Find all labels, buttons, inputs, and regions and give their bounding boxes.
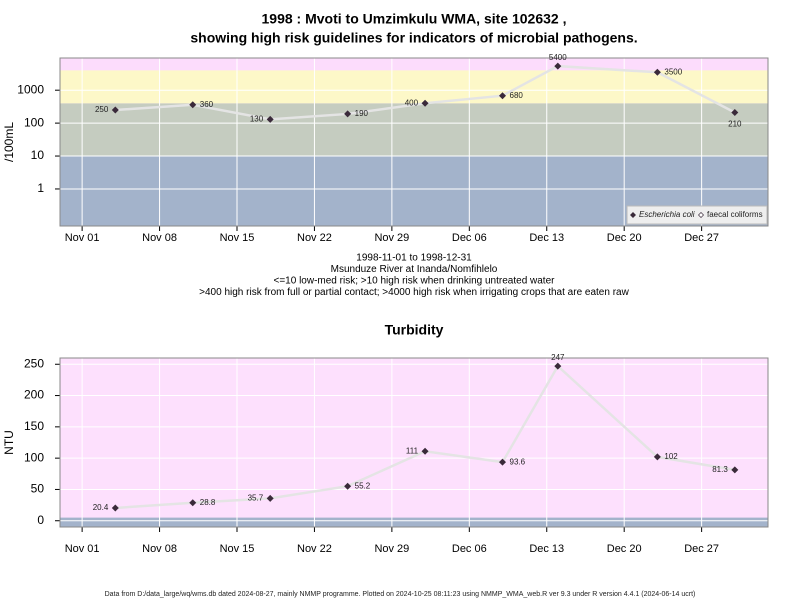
x-tick-label: Dec 27: [684, 543, 719, 555]
data-point: [554, 62, 562, 70]
risk-band: [60, 103, 768, 157]
plot-frame: [59, 57, 769, 227]
value-label: 210: [728, 120, 742, 129]
value-label: 5400: [549, 53, 567, 62]
x-tick-label: Dec 27: [684, 232, 719, 244]
value-label: 130: [250, 114, 264, 123]
x-tick-label: Nov 15: [220, 543, 255, 555]
data-point: [499, 458, 506, 466]
value-label: 35.7: [248, 494, 264, 503]
x-tick-label: Dec 20: [607, 543, 642, 555]
x-tick-label: Nov 08: [142, 543, 177, 555]
y-tick-label: 100: [24, 450, 44, 464]
x-tick-label: Nov 08: [142, 232, 177, 244]
x-tick-label: Nov 22: [297, 232, 332, 244]
data-point: [653, 453, 661, 461]
subtitle: 1998-11-01 to 1998-12-31: [356, 253, 472, 264]
legend-label: faecal coliforms: [707, 210, 763, 219]
chart-title: Turbidity: [385, 322, 444, 338]
value-label: 93.6: [510, 457, 526, 466]
value-label: 102: [664, 452, 678, 461]
data-point: [499, 92, 506, 100]
x-tick-label: Nov 29: [374, 543, 409, 555]
value-label: 360: [200, 100, 214, 109]
data-point: [554, 362, 562, 370]
y-tick-label: 100: [24, 115, 44, 129]
y-tick-label: 50: [31, 482, 45, 496]
value-label: 247: [551, 353, 565, 362]
value-label: 680: [510, 91, 524, 100]
data-point: [111, 504, 119, 512]
subtitle: <=10 low-med risk; >10 high risk when dr…: [274, 276, 556, 287]
footer: Data from D:/data_large/wq/wms.db dated …: [105, 591, 696, 598]
y-axis-label: NTU: [2, 430, 16, 455]
value-label: 81.3: [712, 465, 728, 474]
value-label: 250: [95, 105, 109, 114]
data-point: [731, 466, 739, 474]
x-tick-label: Dec 13: [529, 232, 564, 244]
x-tick-label: Nov 15: [220, 232, 255, 244]
x-tick-label: Nov 22: [297, 543, 332, 555]
chart-title: 1998 : Mvoti to Umzimkulu WMA, site 1026…: [262, 11, 567, 27]
data-point: [111, 106, 119, 114]
x-tick-label: Dec 20: [607, 232, 642, 244]
x-tick-label: Nov 29: [374, 232, 409, 244]
chart-title: showing high risk guidelines for indicat…: [190, 30, 637, 46]
value-label: 28.8: [200, 498, 216, 507]
data-point: [189, 101, 197, 109]
legend-marker: [698, 212, 704, 218]
value-label: 55.2: [355, 481, 371, 490]
value-label: 111: [406, 446, 419, 455]
legend-box: [626, 205, 768, 225]
data-point: [653, 68, 661, 76]
subtitle: >400 high risk from full or partial cont…: [199, 287, 629, 298]
data-point: [731, 109, 739, 117]
legend-marker: [630, 212, 636, 218]
x-tick-label: Dec 13: [529, 543, 564, 555]
value-label: 400: [405, 98, 419, 107]
x-tick-label: Dec 06: [452, 232, 487, 244]
y-tick-label: 1000: [17, 82, 44, 96]
y-tick-label: 250: [24, 356, 44, 370]
data-point: [266, 494, 274, 502]
data-point: [344, 482, 352, 490]
data-point: [189, 499, 197, 507]
y-axis-label: /100mL: [2, 122, 16, 162]
x-tick-label: Nov 01: [65, 232, 100, 244]
y-tick-label: 1: [37, 181, 44, 195]
y-tick-label: 0: [37, 513, 44, 527]
value-label: 3500: [664, 67, 682, 76]
x-tick-label: Dec 06: [452, 543, 487, 555]
legend-label: Escherichia coli: [639, 210, 695, 219]
risk-band: [60, 70, 768, 104]
subtitle: Msunduze River at Inanda/Nomfihlelo: [331, 264, 498, 275]
y-tick-label: 10: [31, 148, 45, 162]
data-point: [344, 110, 352, 118]
value-label: 20.4: [93, 503, 109, 512]
y-tick-label: 150: [24, 419, 44, 433]
data-point: [266, 115, 274, 123]
risk-band: [60, 517, 768, 527]
data-point: [421, 99, 429, 107]
value-label: 190: [355, 109, 369, 118]
data-point: [421, 447, 429, 455]
x-tick-label: Nov 01: [65, 543, 100, 555]
y-tick-label: 200: [24, 388, 44, 402]
plot-frame: [59, 357, 769, 528]
plot-background: [60, 358, 768, 527]
